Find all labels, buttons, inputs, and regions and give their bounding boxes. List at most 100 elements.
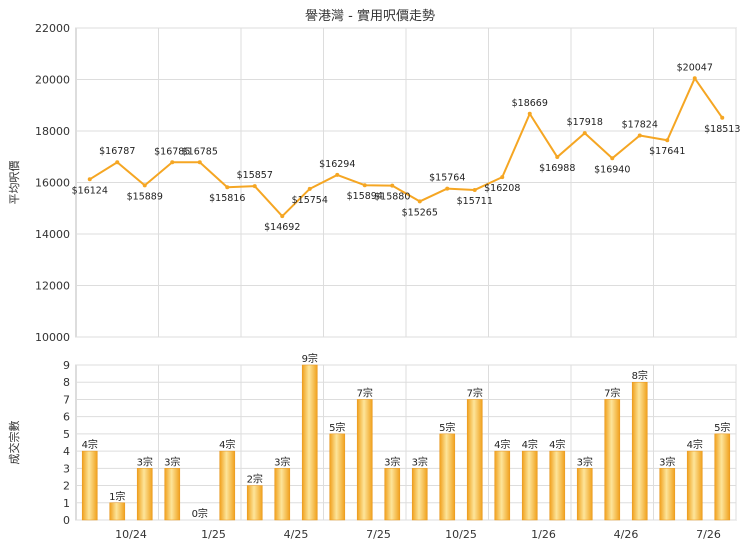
bar-data-label: 3宗 [164, 455, 180, 468]
bar-y-tick-label: 7 [63, 393, 70, 406]
line-data-label: $18513 [704, 124, 740, 135]
bar-x-tick-label: 4/26 [614, 528, 639, 541]
line-data-label: $18669 [512, 98, 548, 109]
line-point [362, 183, 367, 188]
bar-data-label: 3宗 [274, 455, 290, 468]
line-data-label: $15754 [292, 195, 328, 206]
bar-data-label: 9宗 [302, 352, 318, 365]
line-series-path [89, 77, 724, 218]
bar-data-label: 3宗 [137, 455, 153, 468]
bar-y-tick-label: 5 [63, 428, 70, 441]
bar-data-label: 4宗 [82, 438, 98, 451]
bar-rect [274, 468, 291, 521]
bar-rect [411, 468, 428, 521]
line-point [500, 175, 505, 180]
line-point [87, 177, 92, 182]
bar-data-label: 5宗 [329, 421, 345, 434]
line-point [115, 160, 120, 165]
bar-data-label: 3宗 [412, 455, 428, 468]
line-data-label: $15265 [402, 207, 438, 218]
bar-rect [521, 450, 538, 521]
line-point [142, 183, 147, 188]
line-point [335, 172, 340, 177]
bar-rect [301, 364, 318, 521]
line-data-label: $15816 [209, 193, 245, 204]
bar-y-tick-label: 9 [63, 359, 70, 372]
line-data-label: $16940 [594, 164, 630, 175]
bar-data-label: 3宗 [577, 455, 593, 468]
bar-rect [439, 433, 456, 521]
line-data-label: $16124 [72, 185, 108, 196]
bar-rect [576, 468, 593, 521]
bar-y-tick-label: 4 [63, 445, 70, 458]
bar-rect [246, 485, 263, 521]
line-y-tick-label: 20000 [35, 74, 70, 87]
line-point [527, 111, 532, 116]
bar-rect [109, 502, 126, 521]
line-point [665, 138, 670, 143]
line-point [555, 155, 560, 160]
line-point [390, 183, 395, 188]
line-point [280, 214, 285, 219]
bar-data-label: 7宗 [604, 386, 620, 399]
line-data-label: $15894 [347, 191, 383, 202]
line-y-tick-label: 16000 [35, 177, 70, 190]
line-data-label: $17641 [649, 146, 685, 157]
line-y-tick-label: 14000 [35, 228, 70, 241]
line-data-label: $14692 [264, 222, 300, 233]
line-point [692, 76, 697, 81]
line-data-label: $16787 [99, 146, 135, 157]
bar-rect [384, 468, 401, 521]
bar-data-label: 5宗 [439, 421, 455, 434]
bar-rect [136, 468, 153, 521]
bar-y-tick-label: 1 [63, 497, 70, 510]
bar-data-label: 7宗 [357, 386, 373, 399]
bar-x-tick-label: 10/24 [115, 528, 147, 541]
line-point [610, 156, 615, 161]
bar-y-tick-label: 3 [63, 462, 70, 475]
bar-data-label: 1宗 [109, 490, 125, 503]
bar-rect [466, 399, 483, 521]
bar-x-tick-label: 7/26 [696, 528, 721, 541]
bar-y-tick-label: 2 [63, 480, 70, 493]
bar-x-tick-label: 7/25 [366, 528, 391, 541]
line-point [472, 187, 477, 192]
bar-rect [164, 468, 181, 521]
bar-rect [714, 433, 731, 521]
bar-x-tick-label: 1/25 [201, 528, 226, 541]
bar-rect [659, 468, 676, 521]
line-data-label: $15857 [237, 170, 273, 181]
bar-rect [356, 399, 373, 521]
line-point [445, 186, 450, 191]
bar-rect [686, 450, 703, 521]
bar-data-label: 0宗 [192, 507, 208, 520]
line-data-label: $16294 [319, 159, 355, 170]
bar-data-label: 4宗 [219, 438, 235, 451]
bar-data-label: 3宗 [384, 455, 400, 468]
bar-y-tick-label: 6 [63, 411, 70, 424]
bar-y-axis-label: 成交宗數 [7, 421, 21, 465]
line-point [307, 186, 312, 191]
bar-x-tick-label: 4/25 [284, 528, 309, 541]
line-data-label: $15880 [374, 192, 410, 203]
bar-rect [604, 399, 621, 521]
bar-rect [494, 450, 511, 521]
line-point [637, 133, 642, 138]
line-data-label: $16785 [182, 146, 218, 157]
line-data-label: $15889 [127, 191, 163, 202]
line-y-axis-label: 平均呎價 [7, 161, 21, 205]
line-point [720, 115, 725, 120]
line-point [582, 131, 587, 136]
bar-rect [219, 450, 236, 521]
bar-y-tick-label: 0 [63, 514, 70, 527]
line-data-label: $16785 [154, 146, 190, 157]
bar-rect [81, 450, 98, 521]
bar-data-label: 2宗 [247, 473, 263, 486]
line-data-label: $20047 [677, 62, 713, 73]
line-data-label: $15764 [429, 173, 465, 184]
bar-data-label: 4宗 [494, 438, 510, 451]
bar-data-label: 3宗 [659, 455, 675, 468]
bar-data-label: 4宗 [549, 438, 565, 451]
line-data-label: $16988 [539, 163, 575, 174]
